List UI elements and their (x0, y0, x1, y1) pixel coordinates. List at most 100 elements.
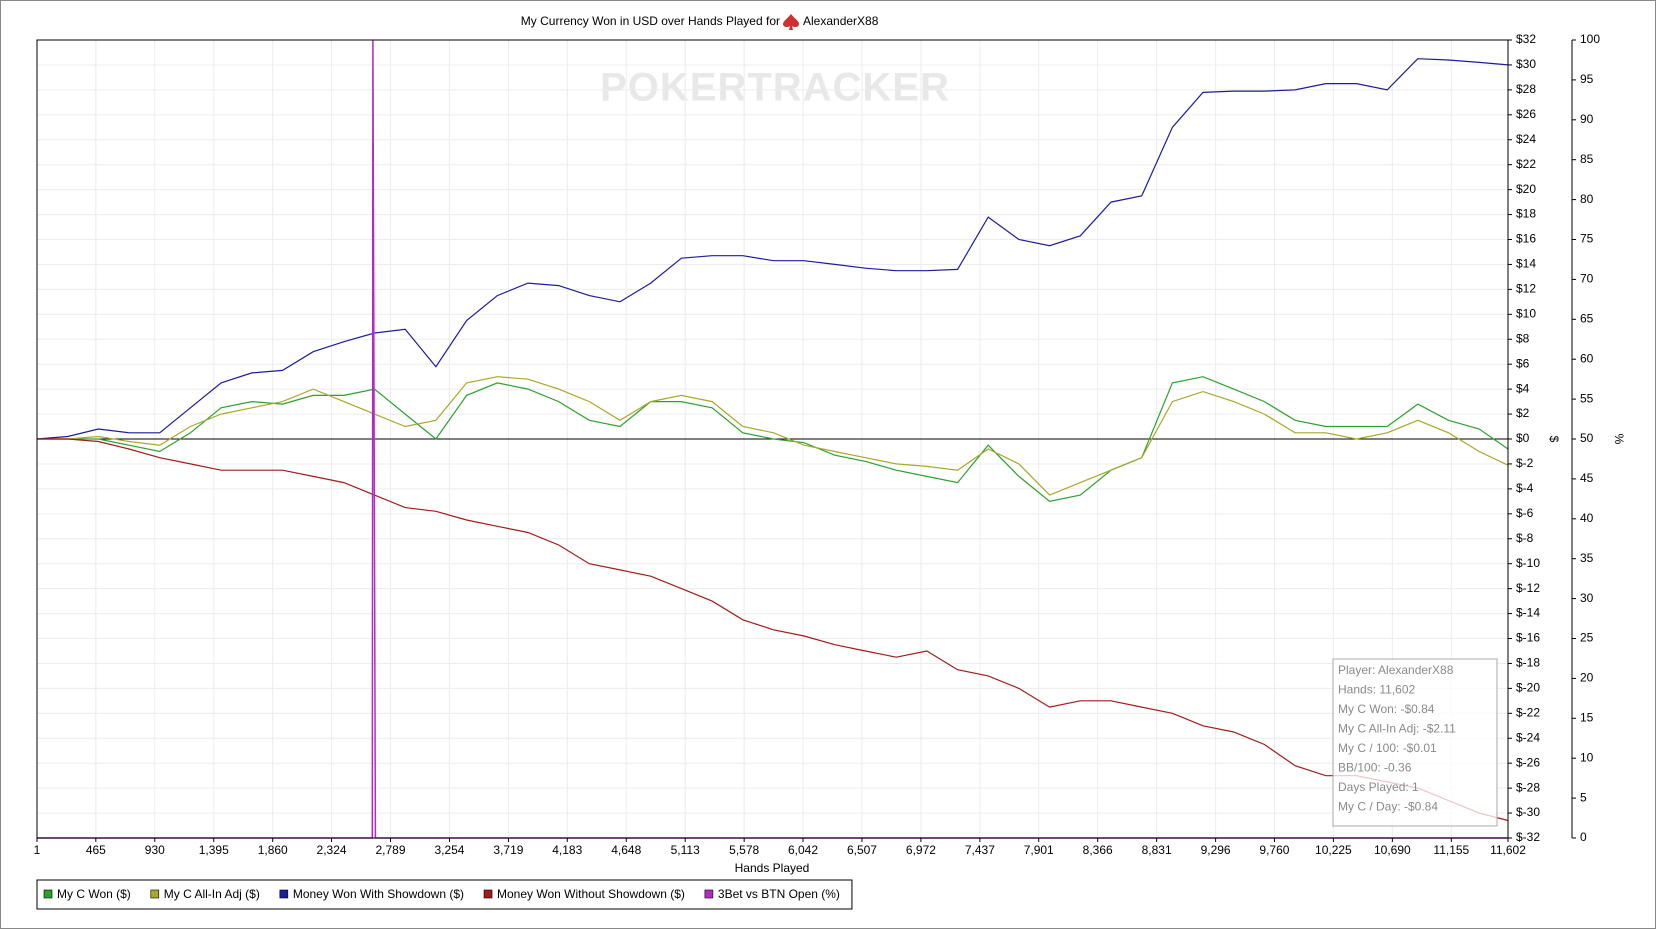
plot-frame (36, 39, 1509, 839)
tooltip-line: Player: AlexanderX88 (1338, 663, 1454, 677)
y-tick-label: $16 (1516, 232, 1536, 246)
y2-tick-label: 35 (1580, 551, 1594, 565)
y-tick-label: $10 (1516, 306, 1536, 320)
tooltip: Player: AlexanderX88 Hands: 11,602 My C Wo… (1332, 658, 1498, 827)
y-tick-label: $-16 (1516, 631, 1540, 645)
y2-tick-label: 15 (1580, 710, 1594, 724)
y-tick-label: $8 (1516, 331, 1530, 345)
y-tick-label: $-4 (1516, 481, 1534, 495)
series-line (37, 376, 1509, 496)
y2-tick-label: 50 (1580, 431, 1594, 445)
legend-swatch (483, 889, 493, 899)
tooltip-line: Days Played: 1 (1338, 780, 1419, 794)
y-tick-label: $30 (1516, 57, 1536, 71)
legend-swatch (704, 889, 714, 899)
x-tick-label: 3,719 (493, 843, 523, 857)
tooltip-line: My C All-In Adj: -$2.11 (1338, 722, 1456, 736)
y2-tick-label: 20 (1580, 671, 1594, 685)
x-tick-label: 7,437 (965, 843, 995, 857)
y-tick-label: $-2 (1516, 456, 1534, 470)
y-tick-label: $26 (1516, 107, 1536, 121)
x-tick-label: 11,155 (1433, 843, 1469, 857)
y2-tick-label: 5 (1580, 790, 1587, 804)
y-tick-label: $-30 (1516, 805, 1540, 819)
y-tick-label: $4 (1516, 381, 1530, 395)
y2-tick-label: 75 (1580, 232, 1594, 246)
x-tick-label: 5,578 (729, 843, 759, 857)
y-tick-label: $-14 (1516, 606, 1540, 620)
x-tick-label: 3,254 (434, 843, 464, 857)
legend-label: Money Won With Showdown ($) (293, 887, 464, 901)
y2-tick-label: 65 (1580, 311, 1594, 325)
x-tick-label: 1,395 (199, 843, 229, 857)
y2-axis-label: % (1612, 434, 1626, 445)
y-tick-label: $-32 (1516, 830, 1540, 844)
legend-box (36, 879, 853, 910)
y2-tick-label: 95 (1580, 72, 1594, 86)
y2-tick-label: 100 (1580, 32, 1600, 46)
x-tick-label: 10,690 (1374, 843, 1411, 857)
tooltip-line: My C / Day: -$0.84 (1338, 800, 1438, 814)
legend-swatch (43, 889, 53, 899)
series-line (37, 438, 1509, 822)
x-tick-label: 6,507 (847, 843, 877, 857)
tooltip-line: My C Won: -$0.84 (1338, 702, 1435, 716)
x-tick-label: 9,296 (1201, 843, 1231, 857)
y2-tick-label: 80 (1580, 192, 1594, 206)
chart-title: My Currency Won in USD over Hands Played… (521, 14, 780, 28)
y2-tick-label: 60 (1580, 351, 1594, 365)
legend-swatch (279, 889, 289, 899)
tooltip-box (1332, 658, 1498, 827)
y-tick-label: $0 (1516, 431, 1530, 445)
legend-label: My C All-In Adj ($) (164, 887, 260, 901)
legend-label: 3Bet vs BTN Open (%) (718, 887, 840, 901)
tooltip-line: Hands: 11,602 (1338, 683, 1415, 697)
y2-tick-label: 30 (1580, 591, 1594, 605)
legend-label: My C Won ($) (57, 887, 131, 901)
y2-tick-label: 90 (1580, 112, 1594, 126)
x-tick-label: 4,648 (611, 843, 641, 857)
x-tick-label: 7,901 (1024, 843, 1054, 857)
x-tick-label: 2,324 (317, 843, 347, 857)
y-tick-label: $-22 (1516, 705, 1540, 719)
x-tick-label: 4,183 (552, 843, 582, 857)
series-line (36, 58, 1509, 440)
y-tick-label: $14 (1516, 257, 1536, 271)
y-tick-label: $6 (1516, 356, 1530, 370)
x-tick-label: 2,789 (376, 843, 406, 857)
y-tick-label: $32 (1516, 32, 1536, 46)
x-tick-label: 1 (34, 843, 41, 857)
tooltip-line: BB/100: -0.36 (1338, 761, 1412, 775)
x-tick-label: 11,602 (1490, 843, 1526, 857)
x-tick-label: 1,860 (258, 843, 288, 857)
y-tick-label: $-18 (1516, 656, 1540, 670)
y2-tick-label: 85 (1580, 152, 1594, 166)
y-tick-label: $22 (1516, 157, 1536, 171)
legend-label: Money Won Without Showdown ($) (497, 887, 685, 901)
watermark: POKERTRACKER (600, 66, 950, 110)
chart-title-player: AlexanderX88 (803, 14, 879, 28)
y-tick-label: $2 (1516, 406, 1530, 420)
tooltip-line: My C / 100: -$0.01 (1338, 741, 1437, 755)
y-tick-label: $28 (1516, 82, 1536, 96)
x-tick-label: 930 (145, 843, 165, 857)
y-axis-label: $ (1547, 436, 1561, 443)
player-icon (783, 14, 799, 30)
y-tick-label: $-8 (1516, 531, 1534, 545)
series-line (37, 376, 1509, 502)
y-tick-label: $18 (1516, 207, 1536, 221)
y2-tick-label: 40 (1580, 511, 1594, 525)
grid (36, 39, 1509, 839)
y2-tick-label: 10 (1580, 750, 1594, 764)
y-tick-label: $-6 (1516, 506, 1534, 520)
x-tick-label: 5,113 (671, 843, 700, 857)
y2-tick-label: 0 (1580, 830, 1587, 844)
y-tick-label: $-20 (1516, 681, 1540, 695)
x-axis-label: Hands Played (735, 861, 810, 875)
y-tick-label: $-24 (1516, 730, 1540, 744)
y-tick-label: $-10 (1516, 556, 1540, 570)
x-tick-label: 6,972 (906, 843, 936, 857)
y2-tick-label: 55 (1580, 391, 1594, 405)
legend: My C Won ($) My C All-In Adj ($) Money Won… (36, 879, 853, 910)
